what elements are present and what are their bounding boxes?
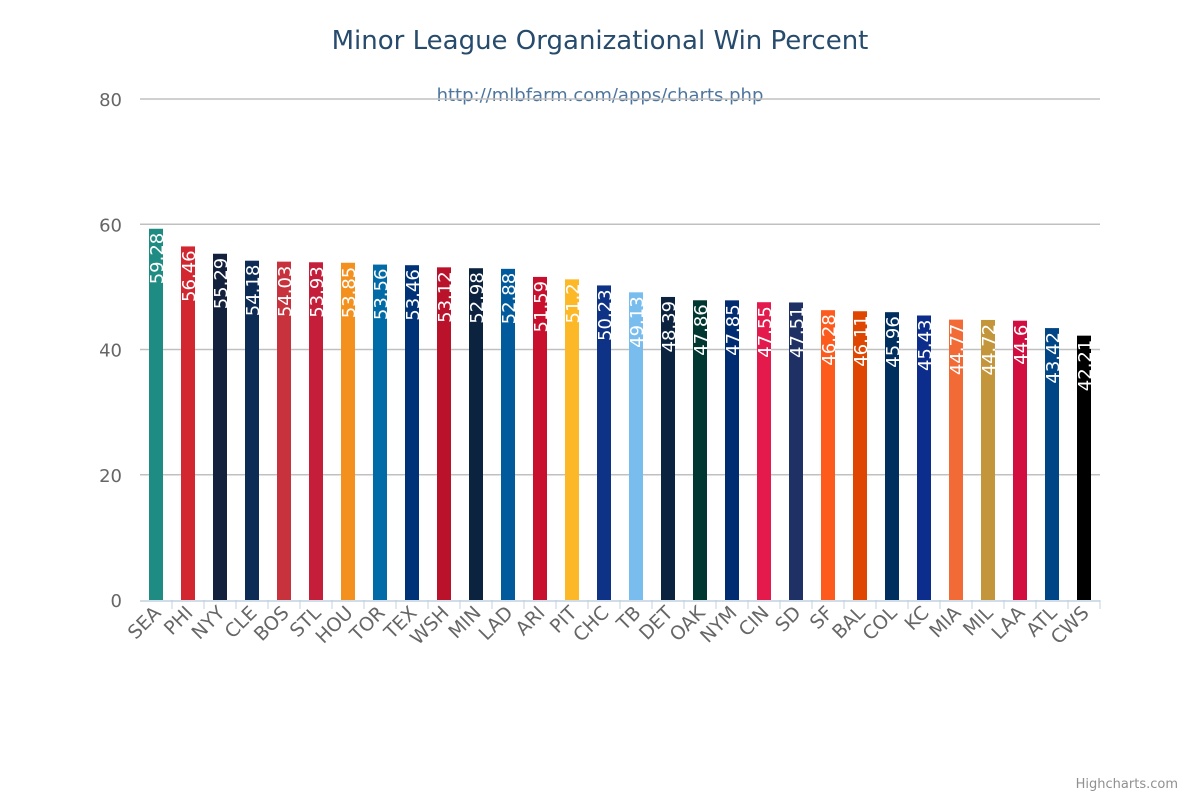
data-label: 53.46: [403, 269, 424, 321]
bar-kc[interactable]: [917, 315, 931, 600]
x-tick-label: CHC: [569, 602, 613, 646]
bar-sd[interactable]: [789, 302, 803, 600]
bar-tex[interactable]: [405, 265, 419, 600]
highcharts-credit[interactable]: Highcharts.com: [1075, 777, 1178, 792]
bar-ari[interactable]: [533, 276, 547, 600]
bar-tor[interactable]: [373, 264, 387, 600]
bar-bos[interactable]: [277, 261, 291, 600]
data-label: 43.42: [1043, 332, 1064, 384]
bar-det[interactable]: [661, 296, 675, 600]
data-label: 44.6: [1011, 325, 1032, 365]
bar-mia[interactable]: [949, 319, 963, 600]
data-label: 46.28: [819, 314, 840, 366]
y-tick-label: 80: [99, 90, 122, 111]
x-tick-label: NYY: [188, 602, 230, 644]
chart-title: Minor League Organizational Win Percent: [332, 26, 869, 56]
x-tick-label: CIN: [735, 602, 774, 641]
data-label: 44.72: [979, 324, 1000, 376]
bar-tb[interactable]: [629, 292, 643, 600]
bar-chc[interactable]: [597, 285, 611, 600]
data-label: 47.85: [723, 304, 744, 356]
x-tick-label: MIN: [444, 602, 485, 643]
y-tick-label: 40: [99, 341, 122, 362]
y-tick-label: 20: [99, 466, 122, 487]
bar-nym[interactable]: [725, 300, 739, 600]
data-label: 56.46: [179, 250, 200, 302]
data-label: 54.03: [275, 266, 296, 318]
x-tick-label: COL: [859, 602, 902, 645]
data-label: 47.55: [755, 306, 776, 358]
data-label: 45.43: [915, 319, 936, 371]
y-tick-label: 60: [99, 215, 122, 236]
data-label: 53.93: [307, 266, 328, 318]
data-label: 46.11: [851, 315, 872, 367]
data-label: 52.98: [467, 272, 488, 324]
data-label: 51.2: [563, 283, 584, 323]
data-label: 47.51: [787, 306, 808, 358]
x-tick-label: BAL: [828, 602, 870, 644]
chart-subtitle[interactable]: http://mlbfarm.com/apps/charts.php: [437, 85, 764, 106]
x-tick-label: MIL: [959, 602, 998, 641]
data-label: 53.85: [339, 267, 360, 319]
bar-laa[interactable]: [1013, 320, 1027, 600]
data-label: 48.39: [659, 301, 680, 353]
x-tick-label: MIA: [925, 602, 965, 642]
data-label: 53.56: [371, 269, 392, 321]
data-label: 50.23: [595, 289, 616, 341]
bar-col[interactable]: [885, 312, 899, 600]
data-label: 52.88: [499, 273, 520, 325]
data-label: 44.77: [947, 324, 968, 376]
bar-cle[interactable]: [245, 260, 259, 600]
data-label: 53.12: [435, 271, 456, 323]
y-tick-label: 0: [111, 591, 122, 612]
x-tick-label: LAA: [987, 602, 1029, 644]
bar-atl[interactable]: [1045, 328, 1059, 600]
bar-nyy[interactable]: [213, 253, 227, 600]
bar-min[interactable]: [469, 268, 483, 600]
bar-bal[interactable]: [853, 311, 867, 600]
data-label: 47.86: [691, 304, 712, 356]
data-label: 59.28: [147, 233, 168, 285]
x-tick-label: ARI: [511, 602, 549, 640]
data-label: 55.29: [211, 258, 232, 310]
bar-phi[interactable]: [181, 246, 195, 600]
data-label: 51.59: [531, 281, 552, 333]
data-label: 42.21: [1075, 340, 1096, 392]
data-label: 45.96: [883, 316, 904, 368]
bar-mil[interactable]: [981, 319, 995, 600]
x-tick-label: LAD: [475, 602, 518, 645]
data-label: 49.13: [627, 296, 648, 348]
data-label: 54.18: [243, 265, 264, 317]
x-tick-label: DET: [635, 602, 678, 645]
x-tick-label: CWS: [1047, 602, 1094, 649]
bar-sf[interactable]: [821, 310, 835, 600]
bar-pit[interactable]: [565, 279, 579, 600]
bar-wsh[interactable]: [437, 267, 451, 600]
bar-sea[interactable]: [149, 228, 163, 600]
x-tick-label: SEA: [124, 602, 166, 644]
bar-cin[interactable]: [757, 302, 771, 600]
x-tick-label: SD: [771, 602, 805, 636]
bar-stl[interactable]: [309, 262, 323, 600]
bar-cws[interactable]: [1077, 335, 1091, 600]
bar-hou[interactable]: [341, 262, 355, 600]
bar-oak[interactable]: [693, 300, 707, 600]
bar-lad[interactable]: [501, 268, 515, 600]
